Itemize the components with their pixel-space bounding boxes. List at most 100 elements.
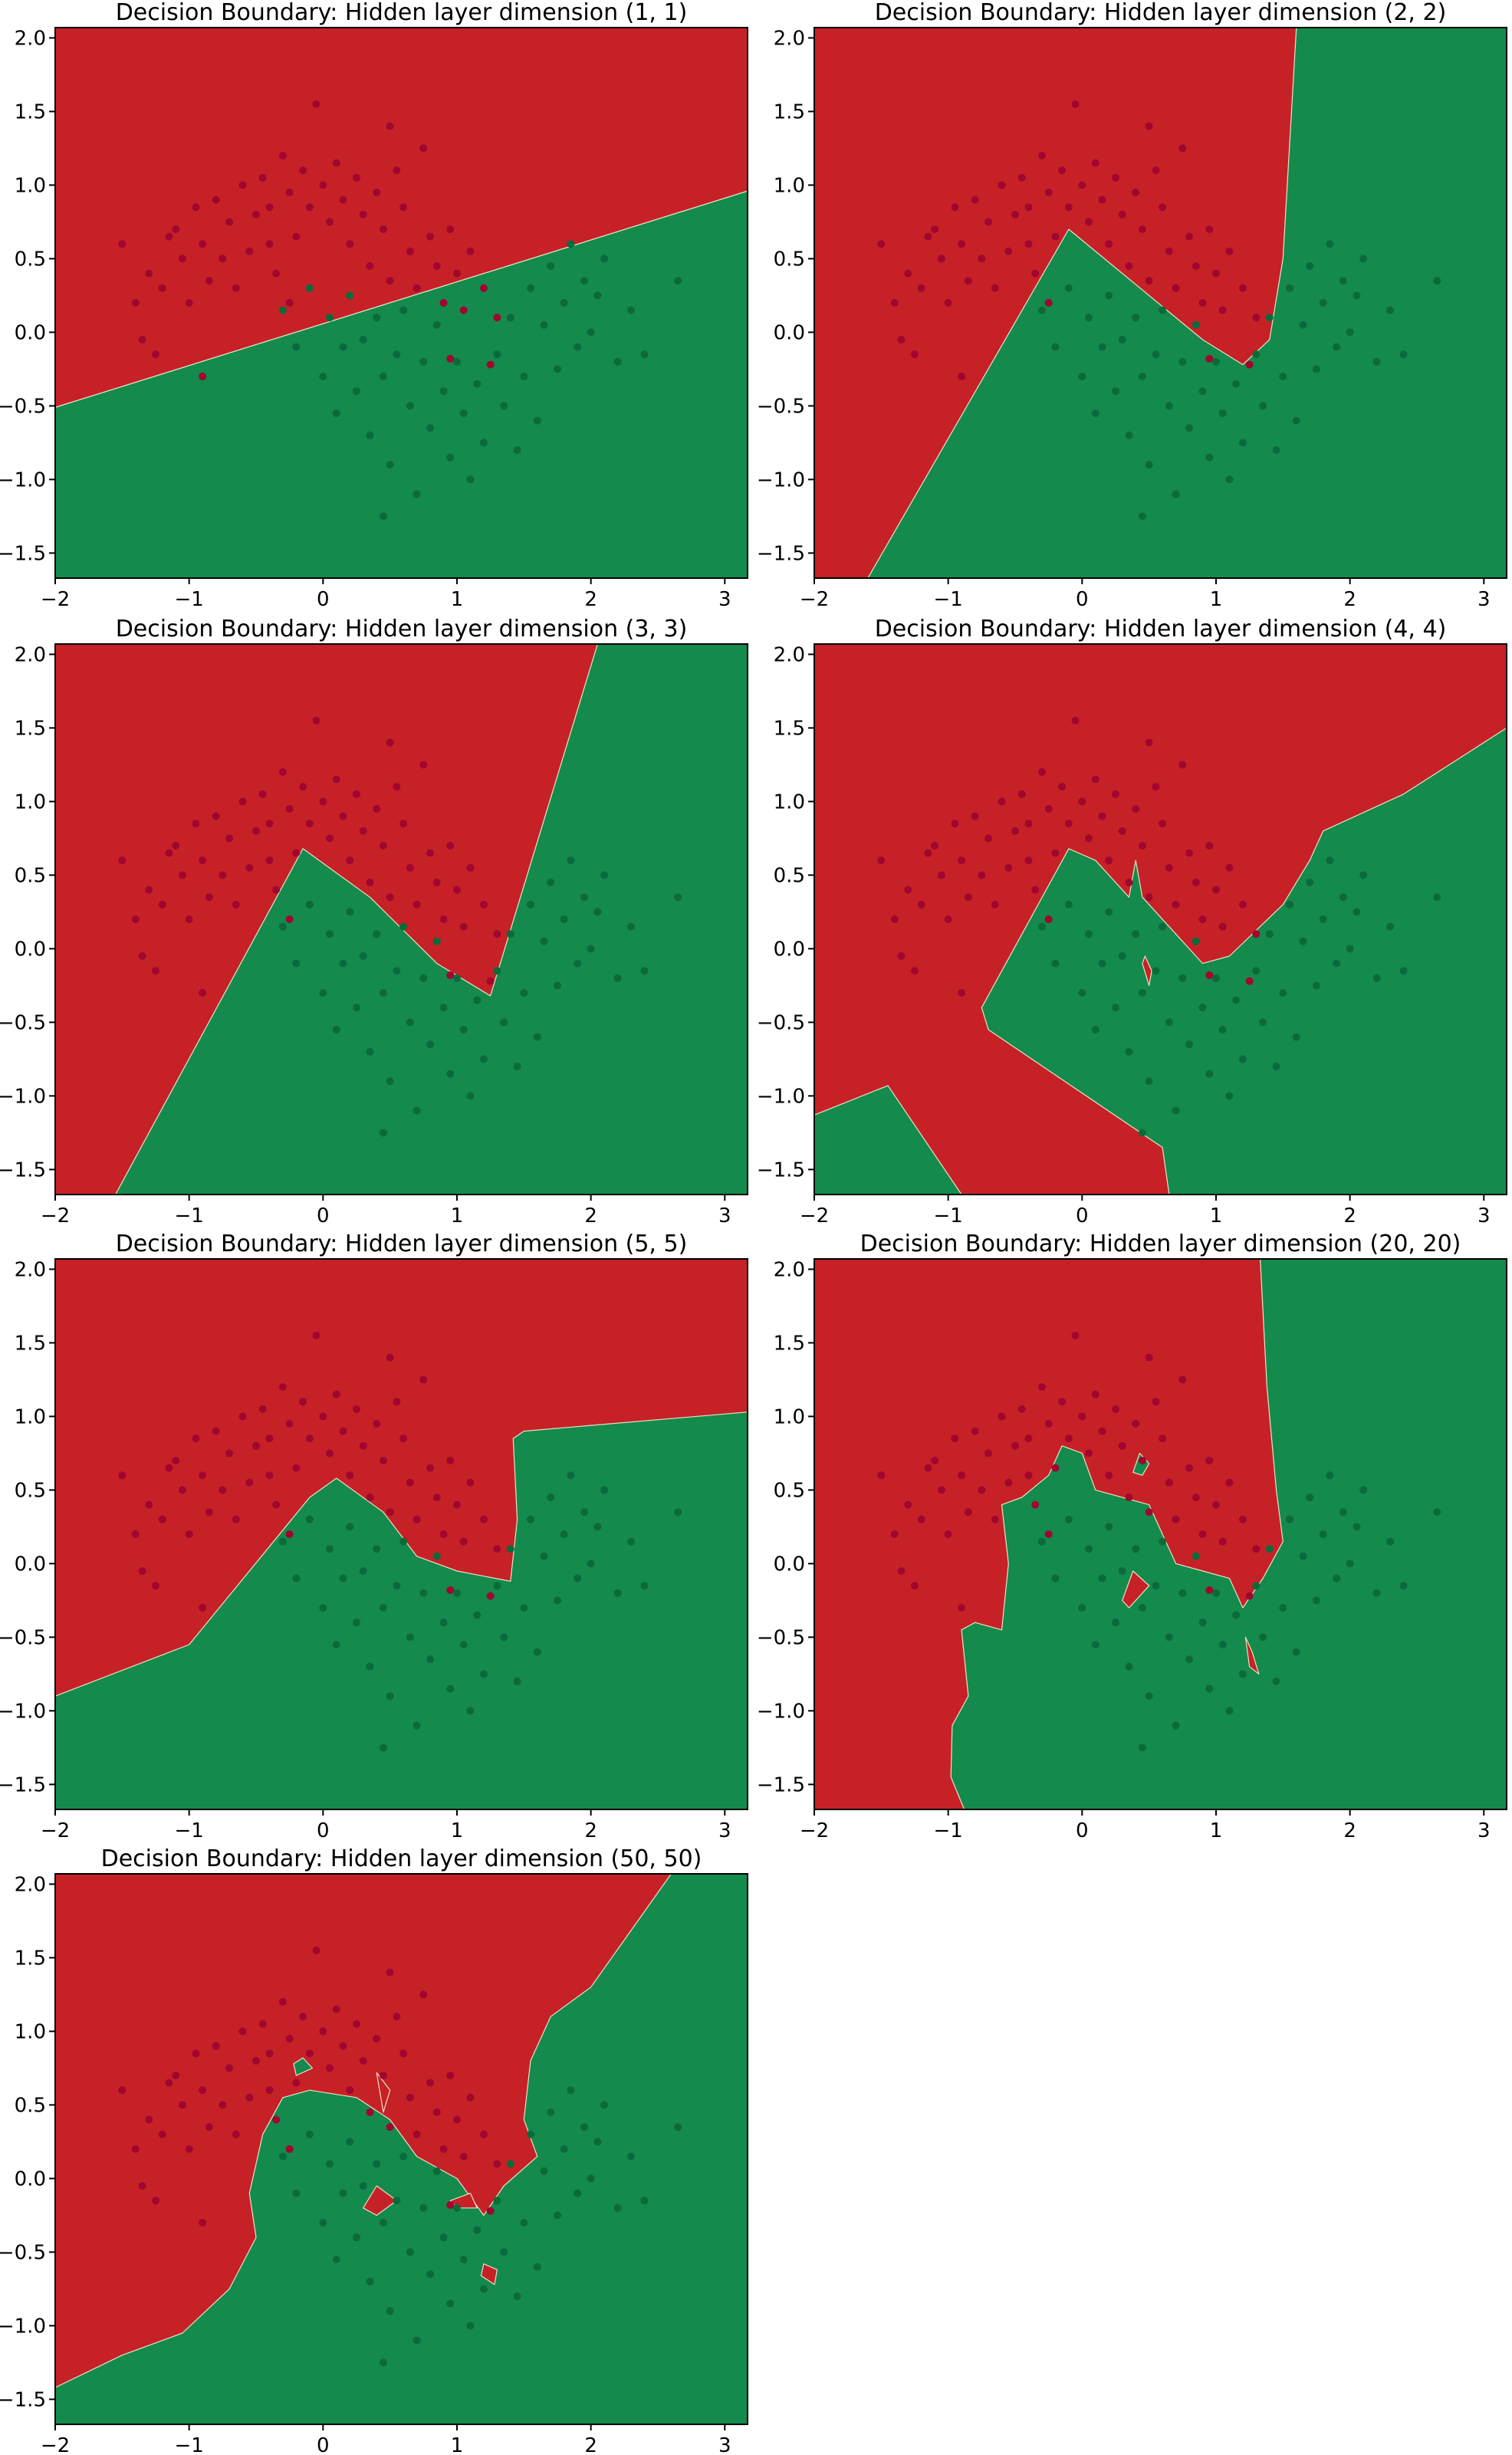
data-point-green xyxy=(1185,424,1194,432)
data-point-red xyxy=(964,1508,972,1517)
panel-title: Decision Boundary: Hidden layer dimensio… xyxy=(116,616,688,643)
y-tick-label: 1.5 xyxy=(15,100,46,123)
data-point-red xyxy=(1238,284,1247,292)
data-point-red xyxy=(446,2072,455,2080)
data-point-red xyxy=(1037,1383,1046,1392)
data-point-red xyxy=(299,166,307,175)
data-point-red xyxy=(406,863,414,872)
data-point-red xyxy=(413,1515,421,1523)
data-point-green xyxy=(600,2101,609,2109)
y-tick-label: −0.5 xyxy=(0,395,46,418)
data-point-red xyxy=(917,900,925,909)
x-tick-label: 0 xyxy=(317,588,330,611)
data-point-green xyxy=(533,1648,541,1656)
data-point-green xyxy=(479,1055,488,1063)
data-point-red xyxy=(265,1471,274,1480)
chart-panel-1: −2 −1 0 1 2 3 −1.5 −1.0 −0.5 0.0 0.5 1.0 1.5 2.0 Decis… xyxy=(0,0,748,611)
data-point-green xyxy=(1159,922,1167,931)
data-point-green xyxy=(1132,1545,1140,1553)
data-point-green xyxy=(506,930,514,938)
x-tick-label: 0 xyxy=(1076,1204,1089,1228)
data-point-red xyxy=(426,2079,435,2087)
data-point-green xyxy=(292,959,301,968)
data-point-green xyxy=(1185,1655,1194,1664)
data-point-green xyxy=(580,2123,588,2131)
data-point-red xyxy=(1185,1464,1194,1472)
region-red-2 xyxy=(55,28,748,408)
data-point-red xyxy=(897,951,906,960)
data-point-green xyxy=(513,445,521,454)
data-point-red xyxy=(944,915,952,923)
data-point-green xyxy=(1339,1508,1347,1517)
data-point-red xyxy=(1024,820,1033,828)
y-tick-label: 1.0 xyxy=(774,790,805,813)
data-point-green xyxy=(366,1047,374,1056)
x-tick-label: 0 xyxy=(317,1819,330,1842)
data-point-green xyxy=(1326,1471,1334,1480)
data-point-red xyxy=(479,900,488,909)
data-point-red xyxy=(991,284,999,292)
data-point-green xyxy=(1111,1619,1119,1627)
data-point-red xyxy=(305,820,314,828)
data-point-green xyxy=(1198,1619,1207,1627)
data-point-red xyxy=(1152,166,1160,175)
data-point-red xyxy=(1178,144,1187,153)
data-point-red xyxy=(1011,827,1019,835)
data-point-green xyxy=(1165,402,1173,410)
data-point-red xyxy=(958,240,966,248)
data-point-green xyxy=(1386,922,1395,931)
data-point-red xyxy=(1198,915,1207,923)
data-point-green xyxy=(506,1545,514,1553)
y-tick-label: 0.0 xyxy=(774,321,805,344)
data-point-red xyxy=(406,1478,414,1487)
data-point-red xyxy=(1245,977,1254,985)
data-point-red xyxy=(319,1412,327,1421)
data-point-red xyxy=(1132,805,1140,813)
data-point-red xyxy=(339,196,347,204)
data-point-green xyxy=(547,262,555,271)
data-point-red xyxy=(265,1435,274,1443)
data-point-red xyxy=(165,232,173,241)
x-tick-label: 1 xyxy=(451,588,464,611)
data-point-green xyxy=(1091,409,1099,417)
data-point-green xyxy=(1265,930,1274,938)
data-point-red xyxy=(951,203,959,212)
data-point-green xyxy=(580,1508,588,1517)
data-point-red xyxy=(1078,181,1086,189)
data-point-red xyxy=(1211,1500,1220,1509)
data-point-red xyxy=(292,2079,301,2087)
data-point-red xyxy=(386,893,394,902)
data-point-green xyxy=(1326,240,1334,248)
data-point-red xyxy=(1252,1545,1261,1553)
y-tick-label: 1.0 xyxy=(774,174,805,197)
data-point-green xyxy=(1091,1025,1099,1034)
data-point-green xyxy=(1051,1574,1060,1582)
y-tick-label: −1.0 xyxy=(757,1085,805,1108)
region-green-1 xyxy=(55,190,748,578)
data-point-red xyxy=(158,284,166,292)
data-point-green xyxy=(1339,893,1347,902)
data-point-red xyxy=(346,240,354,248)
data-point-green xyxy=(386,2307,394,2315)
data-point-green xyxy=(278,1537,287,1546)
y-tick-label: 0.5 xyxy=(15,248,46,271)
data-point-red xyxy=(413,2130,421,2138)
data-point-green xyxy=(406,402,414,410)
data-point-red xyxy=(1051,849,1060,857)
data-point-green xyxy=(1433,893,1441,902)
data-point-green xyxy=(1299,937,1307,945)
data-point-green xyxy=(373,930,381,938)
data-point-red xyxy=(359,2056,367,2065)
region-green-2 xyxy=(293,2057,313,2076)
data-point-red xyxy=(446,971,455,979)
data-point-green xyxy=(613,357,622,366)
data-point-red xyxy=(439,2145,448,2153)
region-red-3 xyxy=(1122,1570,1150,1609)
data-point-green xyxy=(1145,1077,1153,1086)
data-point-green xyxy=(432,1552,441,1560)
data-point-red xyxy=(352,173,360,182)
data-point-red xyxy=(131,1530,140,1538)
plot-area xyxy=(55,28,748,578)
data-point-red xyxy=(1205,1457,1214,1465)
plot-area xyxy=(814,1259,1507,1809)
